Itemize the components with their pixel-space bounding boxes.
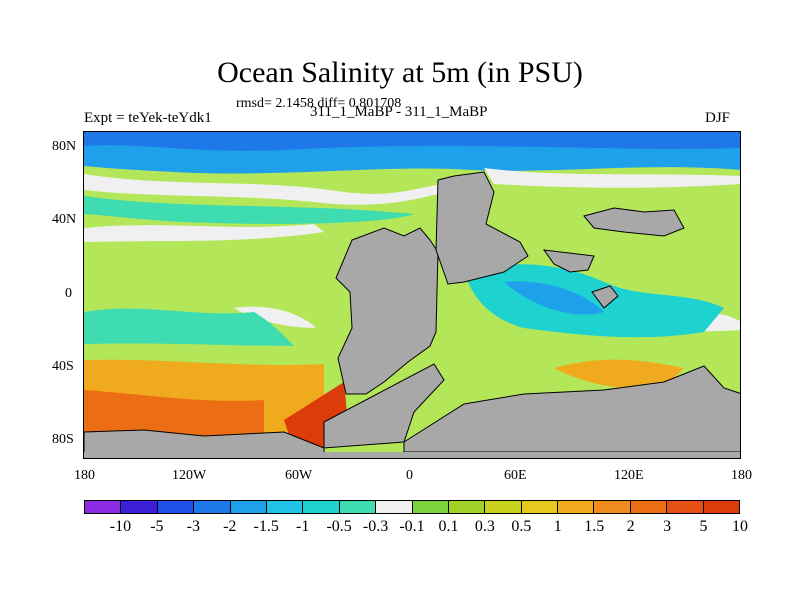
colorbar-box: [339, 501, 377, 513]
indian-ocean-blue: [504, 281, 604, 315]
map-panel: [83, 131, 741, 459]
arabia-land: [542, 249, 595, 273]
colorbar-label: 0.3: [474, 518, 495, 535]
pacific-neutral-band: [84, 224, 324, 242]
colorbar-label: 5: [699, 518, 708, 535]
colorbar-label: -3: [186, 518, 200, 535]
colorbar-box: [85, 501, 122, 513]
asia-land: [583, 207, 685, 237]
south-pole-strip: [84, 452, 740, 458]
y-tick-40s: 40S: [52, 359, 74, 374]
y-tick-40n: 40N: [52, 212, 77, 227]
x-tick-60e: 60E: [504, 468, 527, 483]
colorbar-label: -0.3: [362, 518, 389, 535]
experiment-label: Expt = teYek-teYdk1: [84, 110, 212, 126]
colorbar-label: 1.5: [584, 518, 605, 535]
x-tick-180e: 180: [731, 468, 752, 483]
colorbar-label: 0.1: [438, 518, 459, 535]
colorbar-label: -0.1: [399, 518, 425, 535]
colorbar-label: -2: [223, 518, 237, 535]
x-tick-60w: 60W: [285, 468, 313, 483]
northern-neutral-band: [84, 174, 444, 205]
y-tick-80n: 80N: [52, 139, 77, 154]
colorbar-box: [230, 501, 267, 513]
stats-text: rmsd= 2.1458 diff= 0.801708: [236, 96, 402, 111]
arctic-core: [84, 132, 740, 151]
colorbar-label: 10: [732, 518, 748, 535]
colorbar-box: [157, 501, 195, 513]
colorbar-box: [703, 501, 740, 513]
north-pacific-teal: [84, 196, 414, 224]
x-tick-0: 0: [406, 468, 413, 483]
colorbar-label: -1: [295, 518, 310, 535]
eurasian-neutral-band: [484, 168, 740, 188]
colorbar-box: [630, 501, 668, 513]
colorbar-box: [194, 501, 231, 513]
colorbar-box: [558, 501, 595, 513]
south-pacific-teal: [84, 308, 294, 346]
x-tick-120w: 120W: [172, 468, 207, 483]
colorbar-box: [121, 501, 158, 513]
colorbar-box: [412, 501, 449, 513]
x-tick-180w: 180: [74, 468, 95, 483]
plot-title: Ocean Salinity at 5m (in PSU): [217, 56, 583, 89]
colorbar-label: 2: [626, 518, 635, 535]
europe-land: [435, 171, 529, 285]
season-label: DJF: [705, 110, 731, 126]
south-pacific-neutral: [234, 306, 316, 328]
colorbar-box: [376, 501, 413, 513]
colorbar-label: 1: [553, 518, 562, 535]
indian-southern-orange: [554, 359, 684, 390]
colorbar-box: [594, 501, 631, 513]
colorbar-label: 3: [663, 518, 672, 535]
colorbar-box: [303, 501, 340, 513]
plot-subtitle: 311_1_MaBP - 311_1_MaBP: [310, 104, 488, 120]
x-tick-120e: 120E: [614, 468, 644, 483]
colorbar-labels: -10 -5 -3 -2 -1.5 -1 -0.5 -0.3 -0.1 0.1 0.3 0.5 1 1.5…: [0, 518, 800, 540]
colorbar-label: 0.5: [511, 518, 532, 535]
africa-land: [335, 227, 439, 395]
colorbar-label: -10: [109, 518, 132, 535]
colorbar-label: -0.5: [326, 518, 352, 535]
colorbar-box: [667, 501, 704, 513]
island-land: [591, 285, 619, 309]
colorbar-label: -5: [150, 518, 164, 535]
colorbar-label: -1.5: [253, 518, 279, 535]
salinity-map: [84, 132, 740, 458]
colorbar-box: [448, 501, 486, 513]
colorbar-box: [521, 501, 559, 513]
colorbar-box: [485, 501, 522, 513]
colorbar-box: [266, 501, 304, 513]
west-antarctica-land: [84, 429, 325, 458]
colorbar: [84, 500, 740, 514]
y-tick-0: 0: [65, 286, 72, 301]
y-tick-80s: 80S: [52, 432, 74, 447]
